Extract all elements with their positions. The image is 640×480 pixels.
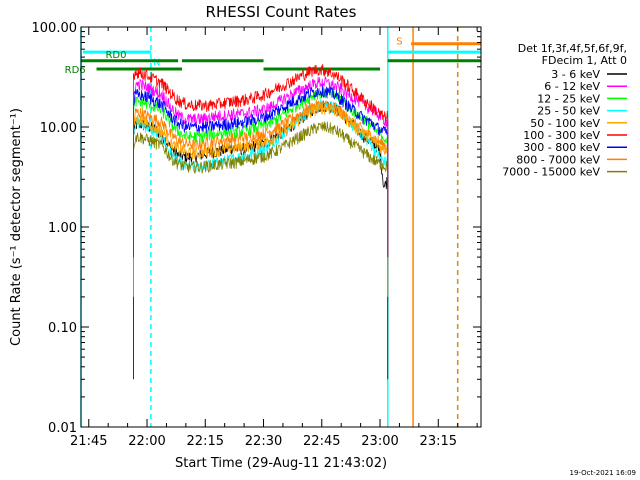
y-axis-label: Count Rate (s⁻¹ detector segment⁻¹) (9, 108, 24, 346)
x-tick-label-5: 22:45 (303, 434, 340, 449)
y-tick-label-5: 0.01 (48, 421, 77, 436)
series-line-5 (132, 102, 389, 258)
y-tick-label-3: 1.00 (48, 221, 77, 236)
chart-title: RHESSI Count Rates (206, 3, 357, 21)
legend-label-2: 6 - 12 keV (544, 80, 600, 93)
y-tick-label-1: 100.00 (32, 21, 78, 36)
x-axis-label: Start Time (29-Aug-11 21:43:02) (175, 456, 387, 471)
legend-label-7: 300 - 800 keV (523, 141, 600, 154)
state-label-s: S (396, 37, 402, 48)
series-layer (132, 64, 389, 380)
series-line-6 (132, 64, 389, 258)
legend-label-3: 12 - 25 keV (537, 92, 600, 105)
legend-header-line-1: Det 1f,3f,4f,5f,6f,9f, (518, 42, 627, 55)
y-tick-label-4: 0.10 (48, 321, 77, 336)
legend-header-line-2: FDecim 1, Att 0 (542, 54, 627, 67)
x-tick-label-4: 22:30 (245, 434, 282, 449)
state-label-rd6: RD6 (65, 65, 86, 76)
x-tick-label-6: 23:00 (361, 434, 398, 449)
legend-label-1: 3 - 6 keV (551, 68, 600, 81)
series-line-2 (132, 76, 389, 258)
series-line-9 (132, 121, 389, 258)
legend-label-8: 800 - 7000 keV (516, 153, 600, 166)
x-tick-label-3: 22:15 (187, 434, 224, 449)
legend-label-6: 100 - 300 keV (523, 129, 600, 142)
series-line-8 (132, 99, 389, 297)
state-label-rd0: RD0 (105, 50, 126, 61)
x-tick-label-1: 21:45 (70, 434, 107, 449)
generation-timestamp: 19-Oct-2021 16:09 (570, 469, 636, 477)
legend-label-5: 50 - 100 keV (530, 117, 600, 130)
x-tick-label-2: 22:00 (128, 434, 165, 449)
legend-label-4: 25 - 50 keV (537, 105, 600, 118)
x-tick-label-7: 23:15 (420, 434, 457, 449)
y-tick-label-2: 10.00 (40, 121, 77, 136)
series-line-7 (132, 84, 389, 258)
annotation-layer: N S RD0 RD6 (65, 27, 481, 427)
state-label-n: N (153, 58, 160, 69)
legend-label-9: 7000 - 15000 keV (502, 166, 600, 179)
